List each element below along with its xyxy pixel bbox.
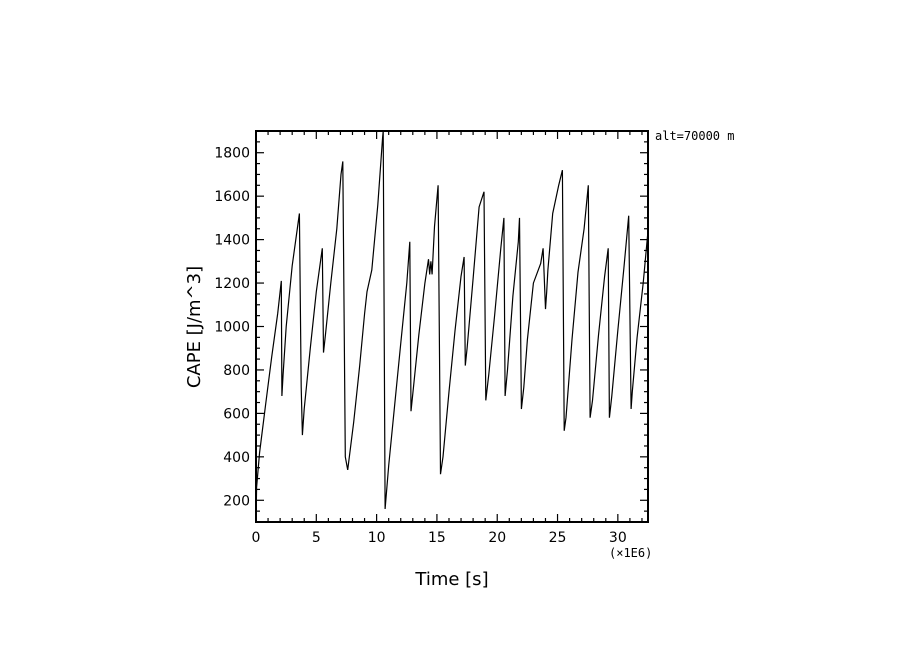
altitude-annotation: alt=70000 m: [655, 129, 734, 143]
x-tick-label: 15: [428, 530, 446, 546]
y-tick-label: 1400: [214, 233, 250, 249]
y-tick-label: 1000: [214, 320, 250, 336]
tick-labels: 0 5 10 15 20 25 30 200 400 600 800 1000 1200 1400 1600…: [214, 146, 626, 546]
y-tick-label: 400: [223, 450, 250, 466]
plot-frame: [255, 130, 649, 523]
x-tick-label: 0: [252, 530, 261, 546]
cape-series-line: [255, 130, 649, 523]
y-axis-title: CAPE [J/m^3]: [184, 266, 205, 388]
x-tick-label: 25: [549, 530, 567, 546]
x-tick-label: 10: [368, 530, 386, 546]
y-tick-label: 1600: [214, 189, 250, 205]
x-tick-label: 20: [488, 530, 506, 546]
x-axis-multiplier: (×1E6): [609, 546, 652, 560]
y-tick-label: 1800: [214, 146, 250, 162]
x-axis-title: Time [s]: [414, 569, 488, 590]
y-tick-label: 800: [223, 363, 250, 379]
x-tick-label: 5: [312, 530, 321, 546]
y-tick-label: 1200: [214, 276, 250, 292]
x-tick-label: 30: [609, 530, 627, 546]
y-tick-label: 600: [223, 406, 250, 422]
y-tick-label: 200: [223, 493, 250, 509]
